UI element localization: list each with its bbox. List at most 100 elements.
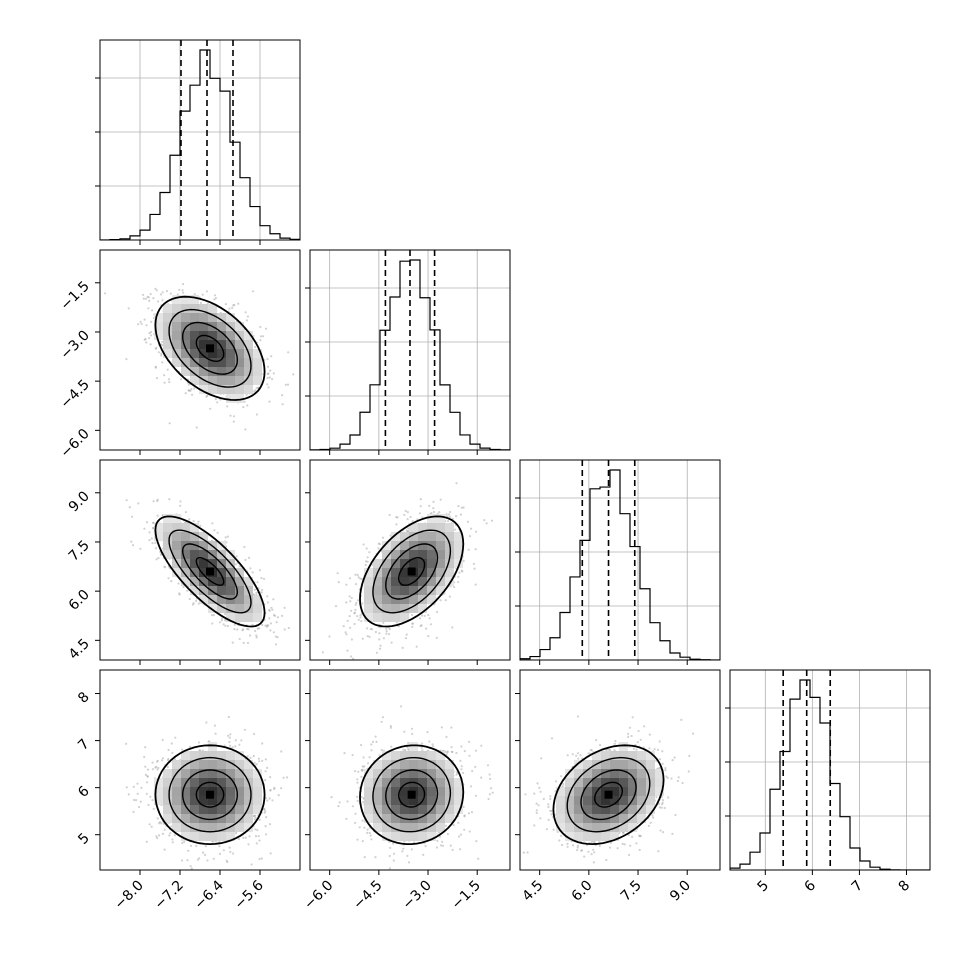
sample-point bbox=[148, 337, 150, 339]
sample-point bbox=[461, 570, 463, 572]
sample-point bbox=[378, 638, 380, 640]
sample-point bbox=[354, 612, 356, 614]
sample-point bbox=[140, 321, 142, 323]
sample-point bbox=[378, 632, 380, 634]
sample-point bbox=[382, 537, 384, 539]
sample-point bbox=[424, 615, 426, 617]
sample-point bbox=[420, 498, 422, 500]
sample-point bbox=[428, 505, 430, 507]
y-tick-label: 6.0 bbox=[66, 587, 93, 614]
sample-point bbox=[473, 563, 475, 565]
sample-point bbox=[148, 332, 150, 334]
histogram-step bbox=[100, 50, 300, 240]
sample-point bbox=[386, 630, 388, 632]
x-tick-label: 6 bbox=[802, 877, 820, 895]
sample-point bbox=[242, 837, 244, 839]
sample-point bbox=[275, 643, 277, 645]
sample-point bbox=[206, 395, 208, 397]
sample-point bbox=[285, 384, 287, 386]
sample-point bbox=[238, 744, 240, 746]
sample-point bbox=[259, 858, 261, 860]
sample-point bbox=[427, 635, 429, 637]
sample-point bbox=[152, 297, 154, 299]
sample-point bbox=[284, 628, 286, 630]
sample-point bbox=[335, 605, 337, 607]
sample-point bbox=[211, 622, 213, 624]
sample-point bbox=[233, 415, 235, 417]
sample-point bbox=[451, 626, 453, 628]
sample-point bbox=[161, 299, 163, 301]
sample-point bbox=[225, 303, 227, 305]
sample-point bbox=[161, 361, 163, 363]
sample-point bbox=[140, 787, 142, 789]
sample-point bbox=[243, 642, 245, 644]
sample-point bbox=[130, 541, 132, 543]
sample-point bbox=[229, 415, 231, 417]
sample-point bbox=[420, 624, 422, 626]
density-peak bbox=[206, 567, 214, 575]
sample-point bbox=[268, 617, 270, 619]
sample-point bbox=[287, 351, 289, 353]
sample-point bbox=[345, 584, 347, 586]
sample-point bbox=[270, 355, 272, 357]
sample-point bbox=[231, 307, 233, 309]
sample-point bbox=[168, 834, 170, 836]
sample-point bbox=[213, 614, 215, 616]
sample-point bbox=[352, 658, 354, 660]
sample-point bbox=[267, 386, 269, 388]
sample-point bbox=[178, 592, 180, 594]
sample-point bbox=[347, 620, 349, 622]
sample-point bbox=[366, 547, 368, 549]
y-tick-label: −3.0 bbox=[57, 327, 92, 362]
sample-point bbox=[238, 838, 240, 840]
sample-point bbox=[181, 842, 183, 844]
sample-point bbox=[362, 638, 364, 640]
sample-point bbox=[217, 532, 219, 534]
sample-point bbox=[258, 839, 260, 841]
sample-point bbox=[185, 511, 187, 513]
sample-point bbox=[195, 600, 197, 602]
sample-point bbox=[252, 290, 254, 292]
sample-point bbox=[215, 398, 217, 400]
sample-point bbox=[215, 733, 217, 735]
sample-point bbox=[145, 341, 147, 343]
sample-point bbox=[156, 377, 158, 379]
sample-point bbox=[239, 638, 241, 640]
sample-point bbox=[491, 520, 493, 522]
sample-point bbox=[155, 367, 157, 369]
sample-point bbox=[256, 581, 258, 583]
sample-point bbox=[160, 354, 162, 356]
sample-point bbox=[448, 513, 450, 515]
sample-point bbox=[266, 383, 268, 385]
sample-point bbox=[179, 500, 181, 502]
sample-point bbox=[265, 328, 267, 330]
sample-point bbox=[193, 602, 195, 604]
sample-point bbox=[232, 746, 234, 748]
sample-point bbox=[162, 291, 164, 293]
sample-point bbox=[303, 604, 305, 606]
sample-point bbox=[205, 721, 207, 723]
sample-point bbox=[174, 834, 176, 836]
sample-point bbox=[421, 615, 423, 617]
sample-point bbox=[453, 586, 455, 588]
sample-point bbox=[355, 604, 357, 606]
sample-point bbox=[455, 482, 457, 484]
sample-point bbox=[223, 623, 225, 625]
sample-point bbox=[172, 841, 174, 843]
sample-point bbox=[430, 623, 432, 625]
sample-point bbox=[351, 597, 353, 599]
sample-point bbox=[150, 343, 152, 345]
sample-point bbox=[141, 323, 143, 325]
sample-point bbox=[322, 651, 324, 653]
sample-point bbox=[258, 627, 260, 629]
sample-point bbox=[168, 378, 170, 380]
sample-point bbox=[359, 616, 361, 618]
sample-point bbox=[357, 574, 359, 576]
sample-point bbox=[266, 358, 268, 360]
y-tick-label: −1.5 bbox=[57, 278, 92, 313]
sample-point bbox=[182, 292, 184, 294]
sample-point bbox=[232, 642, 234, 644]
sample-point bbox=[251, 863, 253, 865]
sample-point bbox=[277, 616, 279, 618]
y-tick-label: 7.5 bbox=[66, 537, 93, 564]
